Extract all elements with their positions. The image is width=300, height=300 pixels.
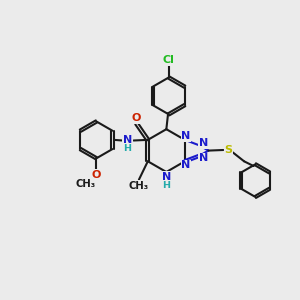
Text: CH₃: CH₃ <box>75 179 95 190</box>
Text: N: N <box>199 138 208 148</box>
Text: H: H <box>162 181 170 190</box>
Text: H: H <box>124 144 132 153</box>
Text: N: N <box>199 153 208 163</box>
Text: O: O <box>131 113 141 123</box>
Text: S: S <box>225 145 232 155</box>
Text: N: N <box>182 131 191 141</box>
Text: N: N <box>182 160 191 170</box>
Text: O: O <box>92 170 101 180</box>
Text: Cl: Cl <box>163 55 175 65</box>
Text: CH₃: CH₃ <box>129 181 149 191</box>
Text: N: N <box>123 136 132 146</box>
Text: N: N <box>162 172 171 182</box>
